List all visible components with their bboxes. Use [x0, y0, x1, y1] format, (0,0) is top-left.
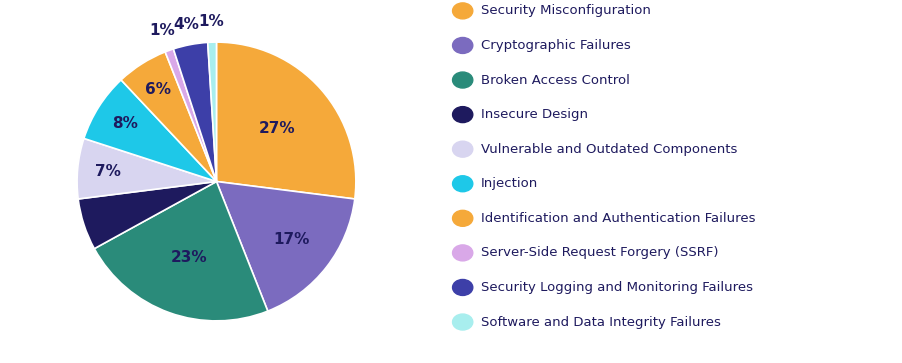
Wedge shape: [121, 52, 216, 182]
Text: Software and Data Integrity Failures: Software and Data Integrity Failures: [481, 315, 721, 329]
Text: 4%: 4%: [173, 17, 199, 32]
Text: Insecure Design: Insecure Design: [481, 108, 588, 121]
Text: Injection: Injection: [481, 177, 538, 190]
Text: 1%: 1%: [198, 14, 225, 29]
Circle shape: [453, 3, 473, 19]
Text: 6%: 6%: [145, 82, 171, 97]
Text: 8%: 8%: [112, 116, 138, 131]
Text: 23%: 23%: [170, 250, 207, 265]
Circle shape: [453, 280, 473, 295]
Text: Identification and Authentication Failures: Identification and Authentication Failur…: [481, 212, 756, 225]
Wedge shape: [165, 49, 216, 182]
Wedge shape: [95, 182, 268, 321]
Text: 1%: 1%: [150, 23, 175, 38]
Text: 27%: 27%: [259, 121, 296, 135]
Circle shape: [453, 210, 473, 226]
Text: Broken Access Control: Broken Access Control: [481, 74, 630, 86]
Circle shape: [453, 107, 473, 123]
Wedge shape: [84, 80, 216, 182]
Circle shape: [453, 245, 473, 261]
Circle shape: [453, 37, 473, 53]
Circle shape: [453, 176, 473, 192]
Wedge shape: [207, 42, 216, 182]
Text: Security Logging and Monitoring Failures: Security Logging and Monitoring Failures: [481, 281, 753, 294]
Circle shape: [453, 314, 473, 330]
Text: Server-Side Request Forgery (SSRF): Server-Side Request Forgery (SSRF): [481, 246, 719, 260]
Wedge shape: [78, 182, 216, 249]
Wedge shape: [216, 42, 356, 199]
Text: 6%: 6%: [100, 208, 126, 223]
Text: Cryptographic Failures: Cryptographic Failures: [481, 39, 630, 52]
Circle shape: [453, 141, 473, 157]
Text: 7%: 7%: [96, 164, 121, 179]
Wedge shape: [216, 182, 354, 311]
Text: 17%: 17%: [273, 232, 309, 247]
Text: Vulnerable and Outdated Components: Vulnerable and Outdated Components: [481, 143, 738, 156]
Wedge shape: [173, 42, 216, 182]
Wedge shape: [77, 138, 216, 199]
Circle shape: [453, 72, 473, 88]
Text: Security Misconfiguration: Security Misconfiguration: [481, 4, 651, 17]
